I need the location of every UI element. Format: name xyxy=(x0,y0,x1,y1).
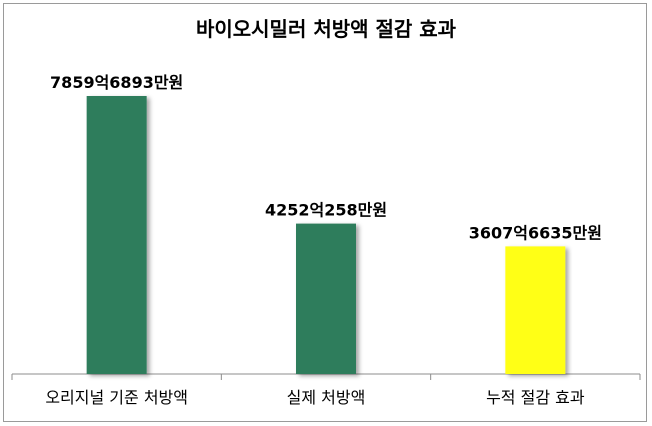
bar-2 xyxy=(296,223,356,374)
bar-1 xyxy=(86,96,147,374)
bar-3 xyxy=(505,246,566,374)
chart-title: 바이오시밀러 처방액 절감 효과 xyxy=(196,17,457,41)
category-label-1: 오리지널 기준 처방액 xyxy=(45,388,188,407)
data-label-3: 3607억6635만원 xyxy=(469,223,602,242)
category-label-2: 실제 처방액 xyxy=(287,388,366,407)
data-label-2: 4252억258만원 xyxy=(265,201,387,220)
data-label-1: 7859억6893만원 xyxy=(50,73,183,92)
category-label-3: 누적 절감 효과 xyxy=(486,388,585,407)
